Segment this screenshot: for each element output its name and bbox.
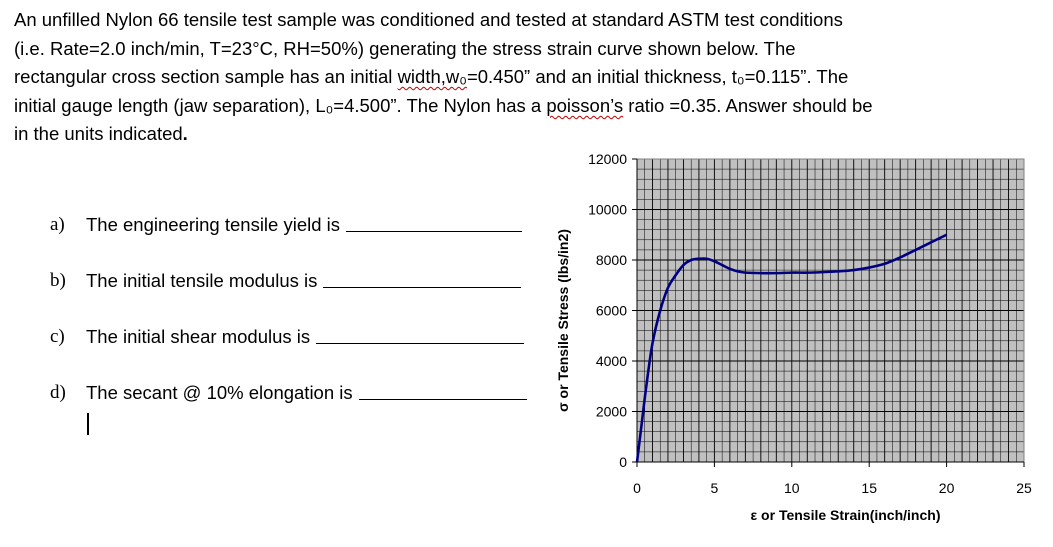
spellcheck-word-width: width,w₀ [397, 66, 467, 88]
stress-strain-chart: 0 2000 4000 6000 8000 10000 12000 0 5 10 15 20 25 ε… [555, 151, 1032, 523]
question-b-letter: b) [50, 270, 66, 291]
y-tick-labels: 0 2000 4000 6000 8000 10000 12000 [588, 151, 627, 470]
question-b: b) The initial tensile modulus is [50, 268, 522, 292]
answer-blank-b[interactable] [323, 286, 522, 288]
question-d-letter: d) [50, 382, 66, 403]
intro-line-3: rectangular cross section sample has an … [14, 63, 1044, 92]
y-tick-label: 0 [619, 454, 627, 470]
intro-line-5: in the units indicated. [14, 120, 1044, 149]
y-tick-label: 6000 [596, 303, 627, 319]
intro-line-3-c: =0.450” and an initial thickness, t₀=0.1… [466, 66, 849, 88]
intro-line-2: (i.e. Rate=2.0 inch/min, T=23°C, RH=50%)… [14, 37, 796, 59]
x-tick-label: 10 [784, 480, 800, 496]
answer-blank-d[interactable] [358, 398, 527, 400]
intro-line-4: initial gauge length (jaw separation), L… [14, 92, 1044, 121]
question-a: a) The engineering tensile yield is [50, 212, 523, 236]
answer-blank-c[interactable] [316, 342, 525, 344]
x-tick-label: 25 [1016, 480, 1032, 496]
intro-line-5-text: in the units indicated [14, 123, 183, 145]
question-d-text: The secant @ 10% elongation is [86, 382, 353, 403]
major-gridlines [637, 159, 1024, 462]
y-axis-title: σ or Tensile Stress (lbs/in2) [555, 229, 571, 412]
intro-line-4-a: initial gauge length (jaw separation), L… [14, 94, 547, 116]
y-tick-label: 10000 [588, 202, 627, 218]
x-tick-label: 20 [939, 480, 955, 496]
x-axis-title: ε or Tensile Strain(inch/inch) [751, 507, 941, 523]
y-tick-label: 2000 [596, 404, 627, 420]
question-c-text: The initial shear modulus is [86, 326, 311, 347]
x-tick-label: 0 [633, 480, 641, 496]
question-c: c) The initial shear modulus is [50, 324, 525, 348]
stress-strain-curve [635, 233, 948, 463]
x-tick-label: 5 [711, 480, 719, 496]
intro-line-5-period: . [182, 123, 188, 145]
question-c-letter: c) [50, 326, 65, 347]
x-tick-labels: 0 5 10 15 20 25 [633, 480, 1032, 496]
y-tick-label: 8000 [596, 252, 627, 268]
question-d: d) The secant @ 10% elongation is [50, 380, 527, 404]
spellcheck-word-poissons: poisson’s [546, 94, 624, 116]
answer-blank-a[interactable] [346, 230, 523, 232]
x-tick-label: 15 [861, 480, 877, 496]
axes [632, 158, 1025, 467]
text-cursor [87, 413, 89, 435]
intro-line-1: An unfilled Nylon 66 tensile test sample… [14, 9, 843, 30]
question-a-letter: a) [50, 214, 65, 235]
y-tick-label: 12000 [588, 151, 627, 167]
problem-statement: An unfilled Nylon 66 tensile test sample… [14, 6, 1044, 149]
intro-line-3-a: rectangular cross section sample has an … [14, 66, 398, 88]
intro-line-4-c: ratio =0.35. Answer should be [623, 94, 873, 116]
question-b-text: The initial tensile modulus is [86, 270, 318, 291]
y-tick-label: 4000 [596, 353, 627, 369]
question-a-text: The engineering tensile yield is [86, 214, 341, 235]
